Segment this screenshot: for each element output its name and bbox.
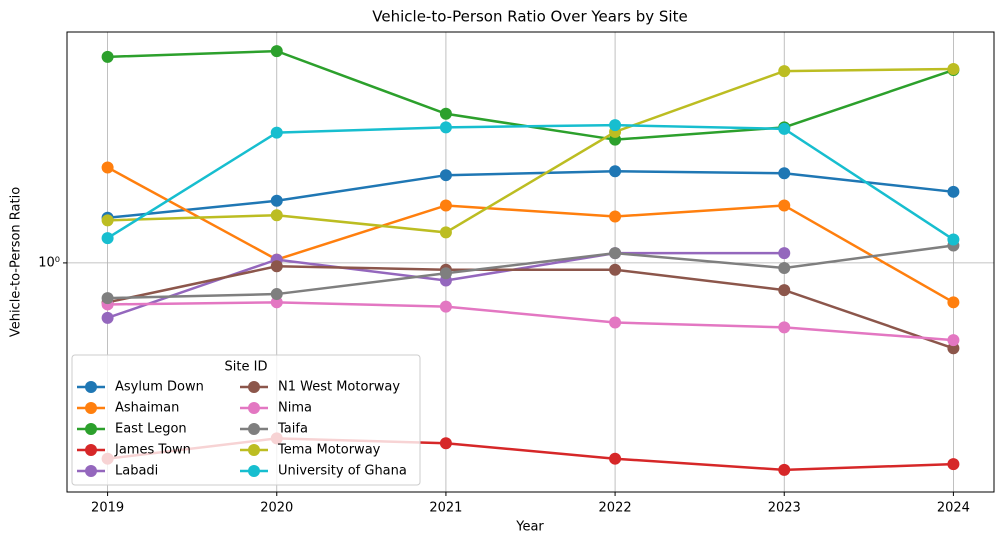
point [609,452,622,465]
point [778,463,791,476]
legend-marker [85,465,97,477]
point [947,185,960,198]
series-line [107,265,954,350]
x-tick-label: 2022 [599,501,632,516]
y-tick-label: 10⁰ [38,255,60,270]
point [270,260,283,273]
point [270,296,283,309]
series-line [107,67,954,234]
series-line [107,301,954,342]
legend-marker [85,423,97,435]
point [609,210,622,223]
legend-label: Ashaiman [115,401,179,416]
point [947,458,960,471]
point [778,122,791,135]
plot-area [101,45,960,476]
point [609,165,622,178]
x-tick-label: 2019 [91,501,124,516]
legend-marker [248,423,260,435]
legend-marker [85,402,97,414]
legend-label: Labadi [115,464,158,479]
point [609,247,622,260]
legend-box [71,354,421,486]
point [609,316,622,329]
point [270,209,283,222]
legend-label: University of Ghana [278,464,407,479]
legend: Site ID Asylum Down Ashaiman East Legon Jam… [71,354,421,486]
axes-frame [66,31,995,493]
point [101,292,114,305]
point [101,311,114,324]
point [270,45,283,58]
point [778,65,791,78]
series-line [107,166,955,304]
point [947,334,960,347]
legend-label: Tema Motorway [277,443,381,458]
x-tick-label: 2021 [429,501,462,516]
y-axis-label: Vehicle-to-Person Ratio [9,187,24,337]
point [947,62,960,75]
series-line [107,170,954,220]
legend-marker [85,381,97,393]
legend-marker [248,381,260,393]
point [609,119,622,132]
legend-label: James Town [114,443,191,458]
legend-label: N1 West Motorway [278,380,400,395]
x-tick-label: 2024 [937,501,970,516]
point [778,321,791,334]
x-tick-label: 2023 [768,501,801,516]
point [439,107,452,120]
chart-title: Vehicle-to-Person Ratio Over Years by Si… [372,8,687,26]
point [609,263,622,276]
point [778,247,791,260]
point [947,233,960,246]
point [439,267,452,280]
legend-label: Nima [278,401,312,416]
legend-marker [85,444,97,456]
legend-marker [248,465,260,477]
legend-label: East Legon [115,422,187,437]
point [101,214,114,227]
point [778,261,791,274]
series-line [107,244,954,300]
point [101,232,114,245]
point [439,199,452,212]
series-line [106,123,955,241]
point [439,437,452,450]
point [778,167,791,180]
legend-marker [248,444,260,456]
legend-title: Site ID [225,360,268,375]
point [947,296,960,309]
point [270,194,283,207]
point [778,284,791,297]
legend-label: Taifa [277,422,308,437]
point [270,288,283,301]
point [101,50,114,63]
point [778,199,791,212]
point [439,300,452,313]
point [270,126,283,139]
legend-marker [248,402,260,414]
point [439,169,452,182]
x-tick-label: 2020 [260,501,293,516]
legend-label: Asylum Down [115,380,204,395]
x-axis-label: Year [515,520,544,535]
point [439,121,452,134]
point [101,161,114,174]
point [439,226,452,239]
